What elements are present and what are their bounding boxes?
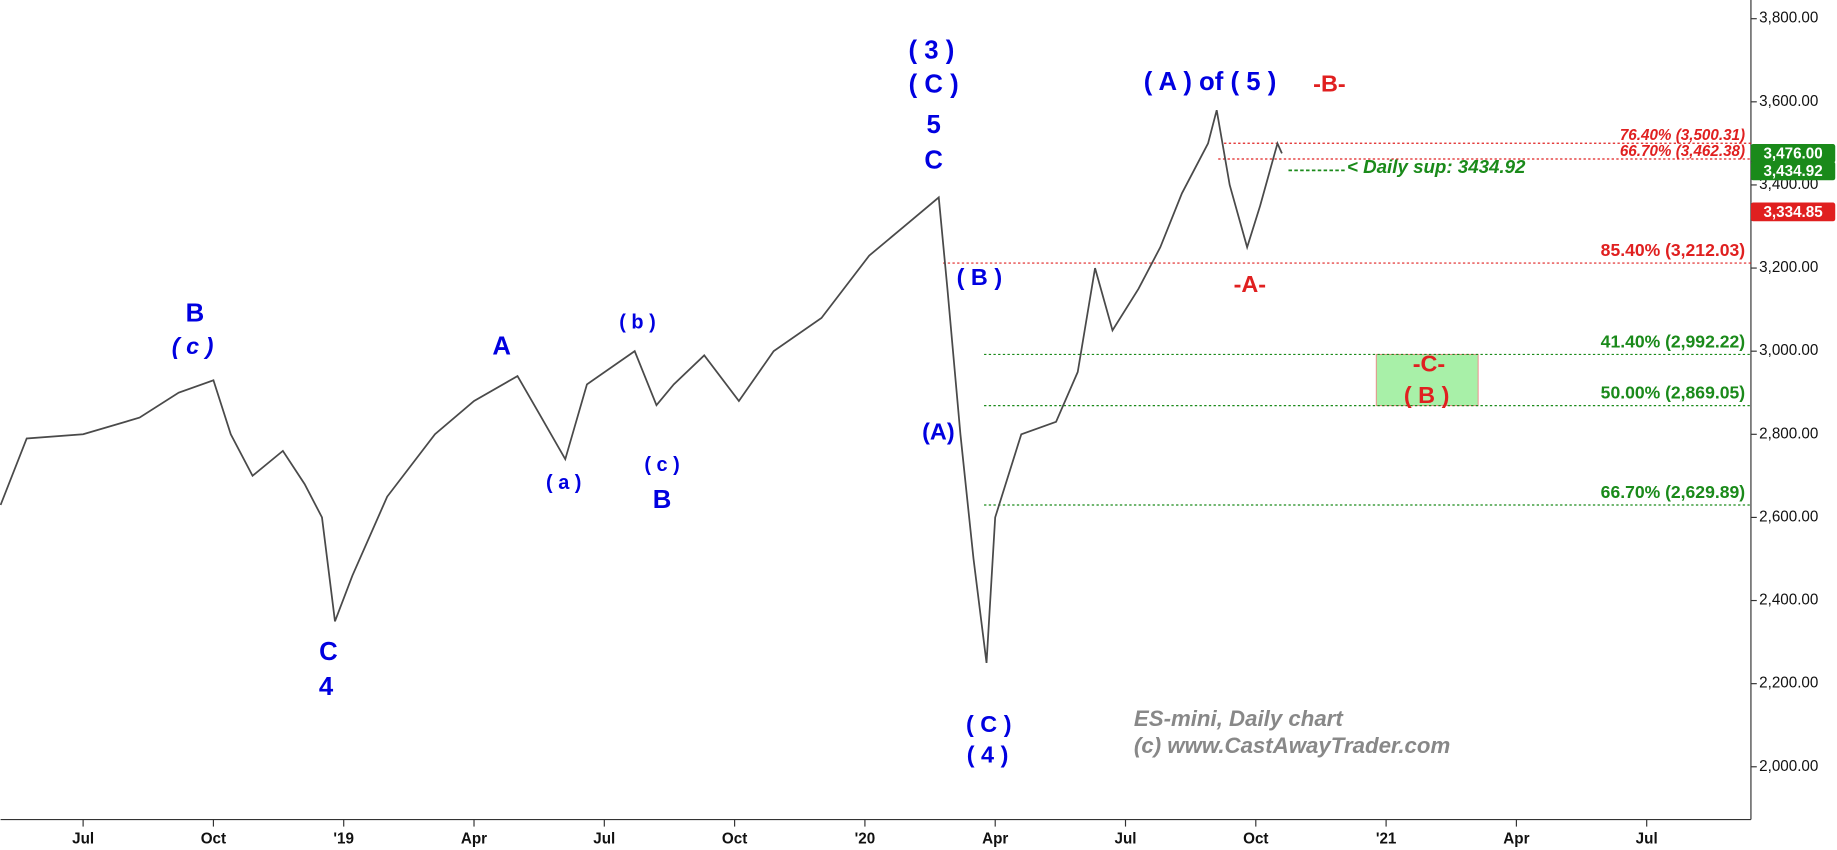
wave-label: ( 3 )	[908, 36, 954, 64]
y-tick-label: 2,400.00	[1759, 592, 1818, 609]
wave-label: ( c )	[172, 333, 214, 359]
fib-label: 76.40% (3,500.31)	[1620, 127, 1745, 144]
x-tick-label: Jul	[1636, 830, 1658, 847]
wave-label: ( C )	[966, 711, 1012, 737]
target-zone	[1375, 353, 1479, 407]
x-tick-label: '19	[333, 830, 354, 847]
wave-label: -A-	[1234, 271, 1267, 297]
x-tick-label: Jul	[1115, 830, 1137, 847]
y-tick-label: 3,600.00	[1759, 93, 1818, 110]
y-tick-label: 2,800.00	[1759, 425, 1818, 442]
wave-label: ( a )	[546, 472, 581, 494]
fib-label: 50.00% (2,869.05)	[1601, 383, 1745, 403]
price-line	[0, 109, 1283, 664]
fib-label: 66.70% (3,462.38)	[1620, 143, 1745, 160]
wave-label: ( A ) of ( 5 )	[1144, 68, 1277, 96]
price-tag	[1750, 144, 1836, 163]
wave-label: -C-	[1413, 350, 1445, 376]
y-tick-label: 3,200.00	[1759, 259, 1818, 276]
x-tick-label: Jul	[72, 830, 94, 847]
y-tick-label: 2,000.00	[1759, 758, 1818, 775]
watermark: ES-mini, Daily chart	[1134, 706, 1344, 731]
x-tick-label: Oct	[722, 830, 747, 847]
price-tag	[1750, 161, 1836, 181]
wave-label: ( B )	[1404, 382, 1450, 408]
wave-label: (A)	[922, 418, 955, 444]
wave-label: ( c )	[644, 454, 679, 476]
y-tick-label: 2,200.00	[1759, 675, 1818, 692]
wave-label: B	[653, 486, 672, 514]
y-tick-label: 2,600.00	[1759, 508, 1818, 525]
support-label: < Daily sup: 3434.92	[1347, 156, 1526, 177]
fib-label: 66.70% (2,629.89)	[1601, 482, 1745, 502]
wave-label: ( C )	[909, 70, 959, 98]
wave-label: A	[492, 333, 511, 361]
x-tick-label: Apr	[461, 830, 487, 847]
price-tag-label: 3,434.92	[1763, 163, 1822, 180]
price-tag-label: 3,476.00	[1763, 146, 1822, 163]
price-tag-label: 3,334.85	[1763, 204, 1823, 221]
y-tick-label: 3,800.00	[1759, 10, 1818, 27]
x-tick-label: Jul	[593, 830, 615, 847]
x-tick-label: Oct	[1243, 830, 1268, 847]
wave-label: ( 4 )	[967, 742, 1009, 768]
price-tag	[1750, 202, 1836, 222]
wave-label: 4	[319, 673, 334, 701]
fib-label: 41.40% (2,992.22)	[1601, 331, 1745, 351]
fib-label: 85.40% (3,212.03)	[1601, 240, 1745, 260]
x-tick-label: Apr	[982, 830, 1008, 847]
x-tick-label: Apr	[1503, 830, 1529, 847]
wave-label: B	[186, 300, 205, 328]
wave-label: 5	[927, 111, 941, 139]
wave-label: ( B )	[957, 264, 1003, 290]
x-tick-label: '20	[855, 830, 876, 847]
wave-label: ( b )	[619, 311, 655, 333]
wave-label: -B-	[1313, 71, 1345, 97]
x-tick-label: '21	[1376, 830, 1397, 847]
wave-label: C	[319, 638, 338, 666]
watermark: (c) www.CastAwayTrader.com	[1134, 733, 1450, 758]
wave-label: C	[924, 146, 943, 174]
x-tick-label: Oct	[201, 830, 226, 847]
y-tick-label: 3,000.00	[1759, 342, 1818, 359]
